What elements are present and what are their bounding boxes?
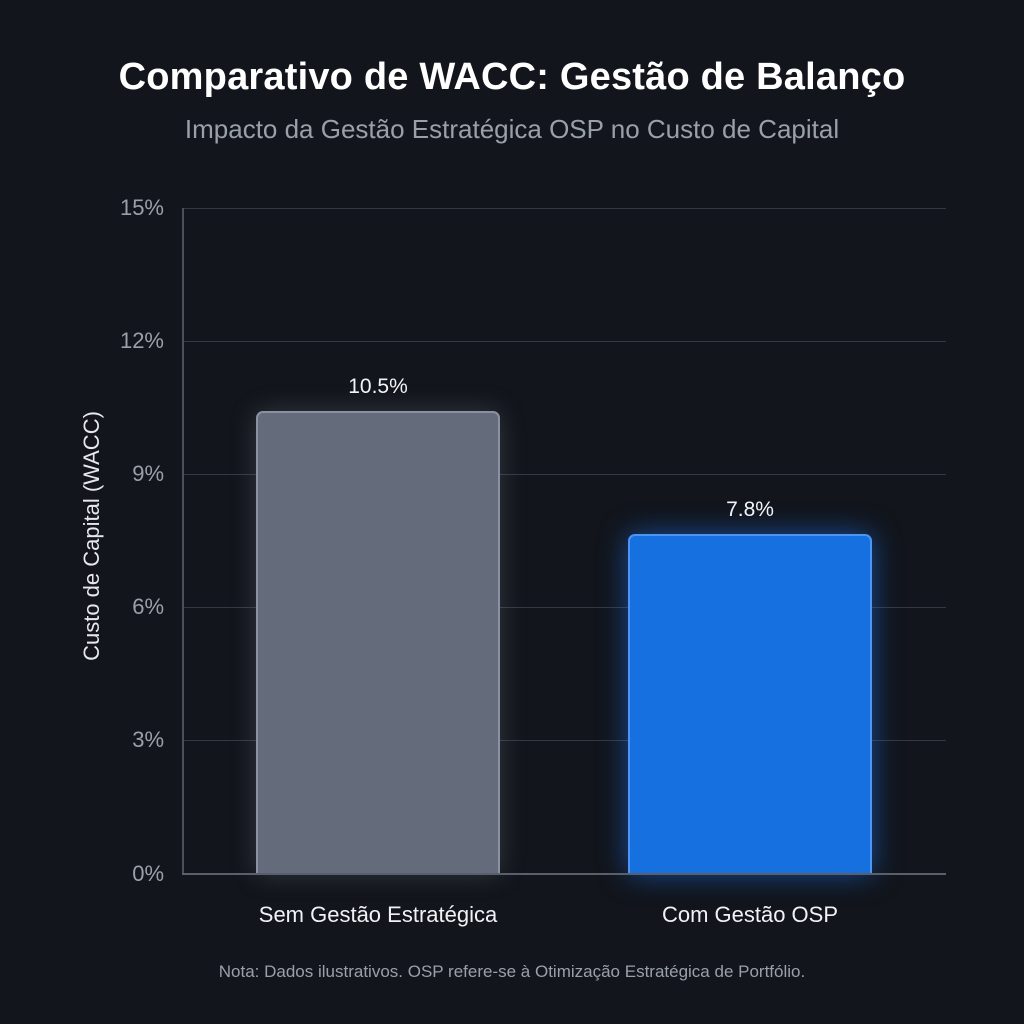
y-tick-3: 3%	[132, 727, 164, 752]
y-tick-15: 15%	[119, 195, 164, 220]
bar-value-label: 7.8%	[726, 498, 774, 521]
y-axis-line	[182, 208, 184, 874]
gridline-12	[182, 341, 946, 342]
y-axis-label: Custo de Capital (WACC)	[79, 411, 104, 661]
x-axis-line	[182, 873, 946, 875]
plot-area: 10.5% 7.8%	[182, 208, 946, 875]
bar-sem-gestao	[256, 411, 500, 874]
gridline-15	[182, 208, 946, 209]
chart-subtitle: Impacto da Gestão Estratégica OSP no Cus…	[184, 114, 840, 144]
x-tick-com-gestao-osp: Com Gestão OSP	[661, 902, 839, 927]
y-tick-9: 9%	[132, 461, 164, 486]
y-tick-0: 0%	[132, 861, 164, 886]
footnote: Nota: Dados ilustrativos. OSP refere-se …	[218, 962, 806, 981]
y-tick-12: 12%	[119, 328, 164, 353]
bar-value-label: 10.5%	[348, 375, 408, 398]
gridline-3	[182, 740, 946, 741]
gridline-6	[182, 607, 946, 608]
y-tick-6: 6%	[132, 594, 164, 619]
x-tick-sem-gestao: Sem Gestão Estratégica	[258, 902, 498, 927]
bar-com-gestao-osp	[628, 534, 872, 874]
gridline-9	[182, 474, 946, 475]
chart-title: Comparativo de WACC: Gestão de Balanço	[118, 56, 906, 98]
